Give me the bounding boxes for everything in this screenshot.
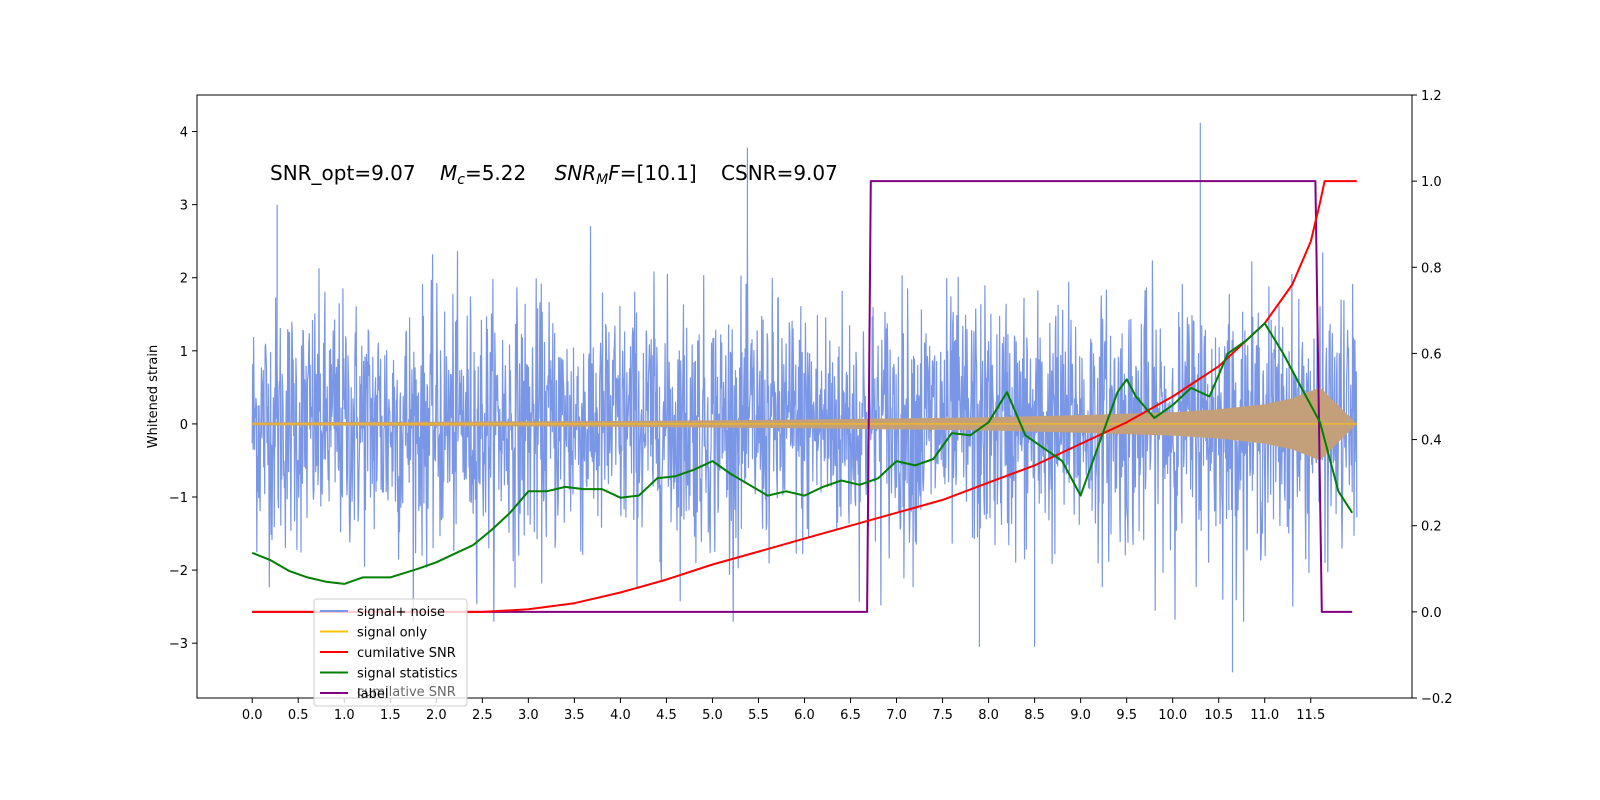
- x-tick-label: 8.5: [1024, 708, 1045, 723]
- csnr-text: CSNR=9.07: [721, 161, 838, 185]
- legend: cumilative SNR signal+ noise signal only cu…: [313, 598, 468, 707]
- x-tick-label: 7.0: [886, 708, 907, 723]
- x-tick-label: 6.5: [840, 708, 861, 723]
- x-tick-label: 5.5: [748, 708, 769, 723]
- y-left-tick-label: 3: [180, 199, 188, 214]
- snr-opt-text: SNR_opt=9.07: [270, 161, 416, 185]
- x-tick-label: 2.0: [426, 708, 447, 723]
- x-tick-label: 3.0: [518, 708, 539, 723]
- y-right-tick-label: 1.0: [1421, 175, 1442, 190]
- mc-value: =5.22: [465, 161, 526, 185]
- x-tick-label: 9.0: [1070, 708, 1091, 723]
- legend-entry: signal+ noise: [357, 605, 445, 620]
- signal-only-series: [252, 387, 1357, 461]
- y-axis-label-left: Whitened strain: [146, 345, 161, 448]
- x-tick-label: 11.0: [1250, 708, 1279, 723]
- y-right-tick-label: 0.2: [1421, 520, 1442, 535]
- y-right-tick-label: 1.2: [1421, 89, 1442, 104]
- axes: 0.0 0.5 1.0 1.5 2.0 2.5 3.0 3.5 4.0 4.5 5.0 5.5 6.0 6…: [169, 89, 1453, 723]
- x-tick-label: 3.5: [564, 708, 585, 723]
- y-right-tick-label: 0.0: [1421, 606, 1442, 621]
- y-left-tick-label: −1: [169, 491, 188, 506]
- chart-annotation: SNR_opt=9.07 Mc=5.22 SNRMF=[10.1] CSNR=9…: [270, 161, 838, 188]
- x-tick-label: 9.5: [1116, 708, 1137, 723]
- x-tick-label: 0.5: [288, 708, 309, 723]
- y-right-tick-label: 0.6: [1421, 347, 1442, 362]
- signal-noise-series: [251, 122, 1358, 673]
- snrmf-subscript: M: [596, 172, 608, 188]
- signal-statistics-line: [251, 322, 1354, 585]
- x-tick-label: 7.5: [932, 708, 953, 723]
- x-tick-label: 10.0: [1158, 708, 1187, 723]
- y-right-tick-label: 0.4: [1421, 434, 1442, 449]
- mc-subscript: c: [457, 172, 465, 188]
- cumulative-snr-line: [252, 180, 1357, 613]
- y-left-tick-label: 0: [180, 418, 188, 433]
- legend-entry: signal statistics: [357, 667, 458, 682]
- x-tick-label: 4.5: [656, 708, 677, 723]
- y-left-tick-label: 4: [180, 126, 188, 141]
- x-tick-label: 6.0: [794, 708, 815, 723]
- label-line: [252, 180, 1353, 613]
- snrmf-symbol: SNR: [555, 161, 597, 185]
- x-tick-label: 11.5: [1296, 708, 1325, 723]
- snrmf-value: =[10.1]: [620, 161, 697, 185]
- x-tick-label: 1.0: [334, 708, 355, 723]
- y-right-tick-label: 0.8: [1421, 261, 1442, 276]
- x-tick-label: 10.5: [1204, 708, 1233, 723]
- legend-ghost-text: cumilative SNR: [357, 685, 456, 700]
- x-tick-label: 5.0: [702, 708, 723, 723]
- legend-entry: cumilative SNR: [357, 646, 456, 661]
- y-left-tick-label: −2: [169, 564, 188, 579]
- mc-symbol: M: [440, 161, 457, 185]
- x-tick-label: 4.0: [610, 708, 631, 723]
- y-right-tick-label: −0.2: [1421, 692, 1453, 707]
- x-tick-label: 1.5: [380, 708, 401, 723]
- y-left-tick-label: 1: [180, 345, 188, 360]
- y-left-tick-label: 2: [180, 272, 188, 287]
- signal-noise-line: [251, 122, 1358, 673]
- x-tick-label: 2.5: [472, 708, 493, 723]
- line-series: [251, 180, 1357, 613]
- snrmf-f: F: [608, 161, 620, 185]
- legend-entry: label: [357, 687, 388, 702]
- x-tick-label: 0.0: [242, 708, 263, 723]
- y-left-tick-label: −3: [169, 637, 188, 652]
- legend-box: [313, 598, 468, 707]
- x-tick-label: 8.0: [978, 708, 999, 723]
- legend-entry: signal only: [357, 626, 427, 641]
